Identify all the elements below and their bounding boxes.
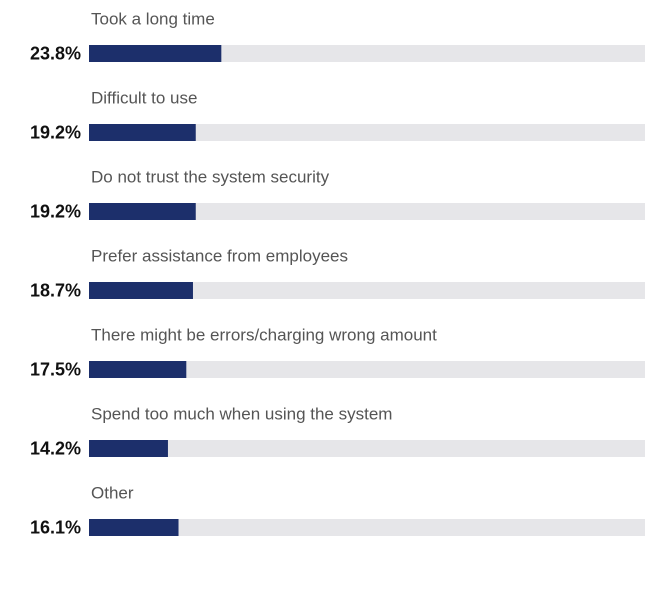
category-label: Prefer assistance from employees bbox=[91, 246, 348, 265]
bar-track bbox=[89, 282, 645, 299]
bar bbox=[89, 440, 168, 457]
bar bbox=[89, 203, 196, 220]
value-label: 18.7% bbox=[30, 280, 81, 300]
bar bbox=[89, 519, 179, 536]
category-label: Do not trust the system security bbox=[91, 167, 330, 186]
category-label: Took a long time bbox=[91, 9, 215, 28]
value-label: 23.8% bbox=[30, 43, 81, 63]
category-label: Difficult to use bbox=[91, 88, 197, 107]
value-label: 17.5% bbox=[30, 359, 81, 379]
bar-track bbox=[89, 45, 645, 62]
value-label: 19.2% bbox=[30, 122, 81, 142]
bar bbox=[89, 361, 187, 378]
bar-track bbox=[89, 361, 645, 378]
bar bbox=[89, 124, 196, 141]
bar bbox=[89, 282, 193, 299]
bar-track bbox=[89, 203, 645, 220]
bar-track bbox=[89, 440, 645, 457]
category-label: Other bbox=[91, 483, 134, 502]
value-label: 14.2% bbox=[30, 438, 81, 458]
bar-track bbox=[89, 519, 645, 536]
category-label: Spend too much when using the system bbox=[91, 404, 392, 423]
category-label: There might be errors/charging wrong amo… bbox=[91, 325, 437, 344]
value-label: 16.1% bbox=[30, 517, 81, 537]
bar-track bbox=[89, 124, 645, 141]
value-label: 19.2% bbox=[30, 201, 81, 221]
bar bbox=[89, 45, 222, 62]
